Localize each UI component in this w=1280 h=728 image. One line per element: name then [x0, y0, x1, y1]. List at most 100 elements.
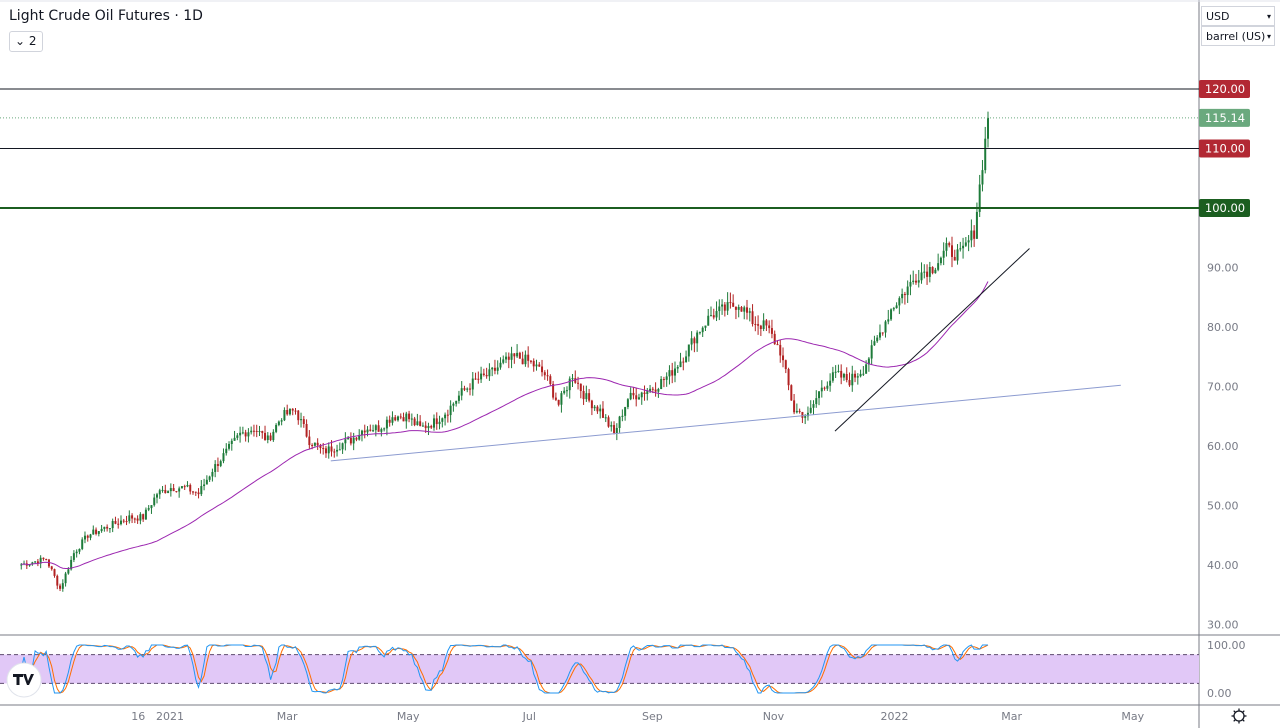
candle-body — [327, 446, 330, 454]
candle-body — [790, 385, 793, 401]
price-label-support — [1199, 199, 1250, 217]
price-label-resistance — [1199, 80, 1250, 98]
candle-body — [396, 416, 399, 421]
candle-body — [164, 489, 167, 494]
x-tick-label: Mar — [277, 710, 298, 723]
candle-body — [845, 374, 848, 381]
candle-body — [86, 535, 89, 538]
candle-body — [554, 397, 557, 400]
candle-body — [632, 392, 635, 396]
unit-select[interactable]: barrel (US) ▾ — [1201, 26, 1275, 46]
candle-body — [687, 344, 690, 357]
candle-body — [42, 557, 45, 560]
settings-gear-icon[interactable] — [1231, 708, 1247, 724]
candle-body — [291, 408, 294, 411]
price-label-text: 110.00 — [1205, 142, 1245, 156]
candle-body — [538, 364, 541, 367]
currency-select[interactable]: USD ▾ — [1201, 6, 1275, 26]
candle-body — [798, 410, 801, 412]
candle-body — [480, 373, 483, 380]
candle-body — [568, 378, 571, 391]
candle-body — [266, 435, 269, 441]
candle-body — [377, 425, 380, 432]
candle-body — [926, 271, 929, 277]
candle-body — [297, 410, 300, 421]
candle-body — [349, 437, 352, 444]
candle-body — [546, 375, 549, 377]
candle-body — [776, 344, 779, 346]
candle-body — [579, 383, 582, 391]
candle-body — [654, 389, 657, 392]
candle-body — [216, 464, 219, 466]
candle-body — [363, 430, 366, 433]
collapse-indicators-button[interactable]: ⌄ 2 — [9, 31, 43, 52]
stoch-d-line — [20, 644, 989, 694]
candle-body — [552, 383, 555, 398]
candle-body — [610, 425, 613, 427]
candle-body — [934, 269, 937, 274]
gear-tooth — [1233, 710, 1236, 713]
candle-body — [493, 367, 496, 371]
candle-body — [560, 393, 563, 405]
x-tick-label: Nov — [763, 710, 785, 723]
y-tick-label: 30.00 — [1207, 619, 1239, 632]
candle-body — [333, 451, 336, 453]
candle-body — [842, 374, 845, 378]
candle-body — [746, 307, 749, 313]
candle-body — [984, 138, 987, 171]
candle-body — [920, 272, 923, 281]
candle-body — [111, 520, 114, 529]
candle-body — [438, 421, 441, 425]
candle-body — [529, 360, 532, 362]
candle-body — [147, 508, 150, 510]
x-tick-label: 2022 — [881, 710, 909, 723]
candle-body — [252, 430, 255, 432]
candle-body — [948, 243, 951, 246]
candle-body — [169, 488, 172, 492]
candle-body — [471, 378, 474, 390]
candle-body — [313, 442, 316, 446]
candle-body — [230, 440, 233, 444]
y-tick-label: 90.00 — [1207, 262, 1239, 275]
candle-body — [870, 345, 873, 359]
candle-body — [770, 328, 773, 334]
candle-body — [474, 378, 477, 380]
candle-body — [388, 419, 391, 423]
candle-body — [873, 341, 876, 346]
candle-body — [704, 325, 707, 328]
candle-body — [192, 491, 195, 493]
candle-body — [402, 417, 405, 422]
candle-body — [906, 286, 909, 296]
x-tick-label: May — [1121, 710, 1144, 723]
candle-body — [729, 302, 732, 304]
candle-body — [250, 430, 253, 433]
candle-body — [784, 360, 787, 370]
candle-body — [219, 461, 222, 466]
candle-body — [78, 548, 81, 552]
candle-body — [131, 515, 134, 519]
candle-body — [510, 353, 513, 360]
candle-body — [973, 230, 976, 239]
candle-body — [577, 382, 580, 384]
candle-body — [964, 242, 967, 246]
candle-body — [222, 453, 225, 462]
candle-body — [347, 437, 350, 440]
candle-body — [72, 553, 75, 560]
candle-body — [505, 356, 508, 360]
candle-body — [247, 432, 250, 437]
y-tick-label: 70.00 — [1207, 381, 1239, 394]
candle-body — [978, 184, 981, 212]
candle-body — [319, 445, 322, 449]
candle-body — [513, 353, 516, 357]
candle-body — [369, 429, 372, 431]
x-tick-label: Jul — [522, 710, 536, 723]
candle-body — [585, 393, 588, 400]
candle-body — [463, 388, 466, 390]
candle-body — [629, 392, 632, 400]
candle-body — [383, 428, 386, 430]
price-label-current — [1199, 108, 1250, 127]
candle-body — [826, 385, 829, 389]
candle-body — [679, 361, 682, 368]
candle-body — [718, 306, 721, 312]
